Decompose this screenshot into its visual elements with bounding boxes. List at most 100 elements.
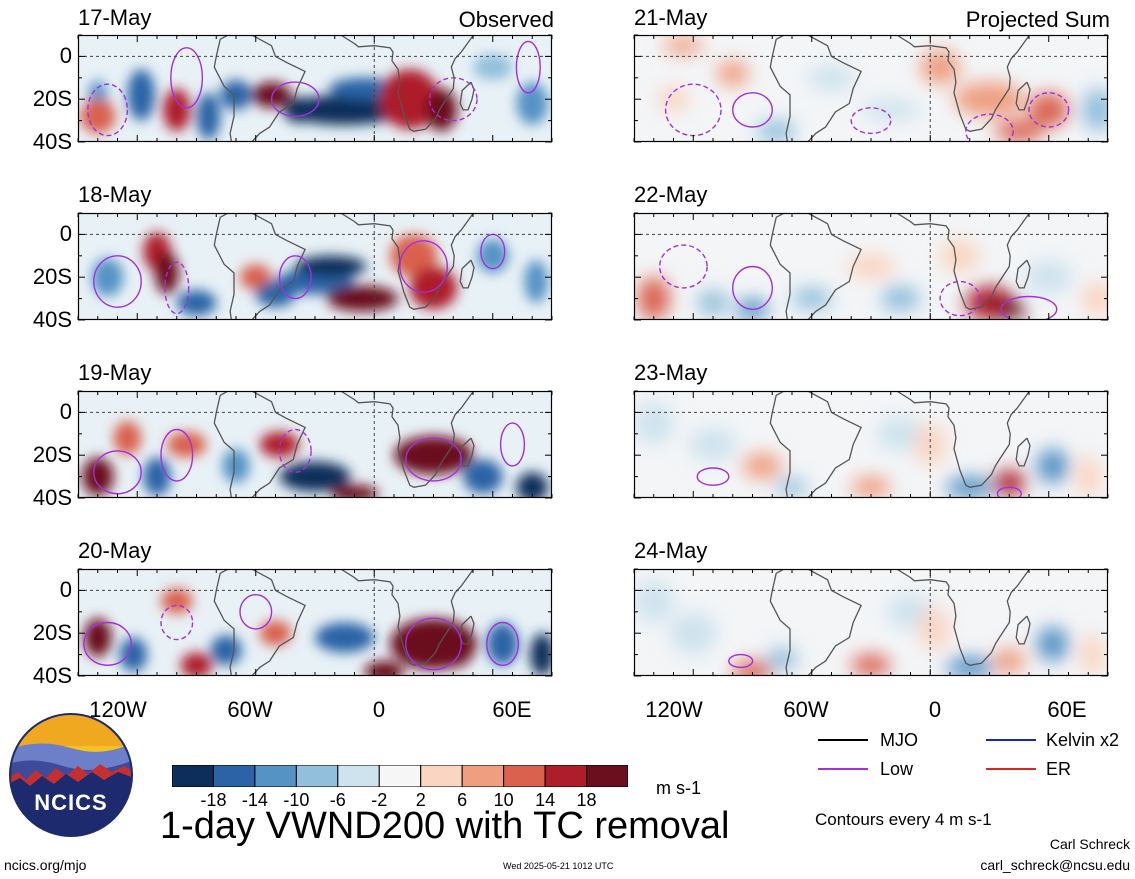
madagascar-outline	[459, 437, 475, 467]
footer-timestamp: Wed 2025-05-21 1012 UTC	[503, 861, 614, 871]
low-contour	[278, 255, 312, 300]
colorbar-label: -6	[329, 790, 346, 810]
anomaly-blob	[657, 86, 690, 112]
lat-tick-40s-row-1: 40S	[32, 129, 72, 154]
lat-tick-40s-row-4: 40S	[32, 663, 72, 688]
anomaly-blob	[113, 421, 142, 456]
anomaly-blob	[364, 661, 404, 676]
legend-er-line	[986, 768, 1036, 770]
legend-low-label: Low	[880, 759, 914, 779]
anomaly-blob	[638, 277, 670, 320]
panel-date-21-may: 21-May	[634, 5, 708, 30]
low-contour	[405, 617, 462, 671]
lon-tick-60w-left: 60W	[227, 697, 273, 722]
lat-tick-20s-row-4: 20S	[32, 620, 72, 646]
low-contour	[160, 604, 194, 641]
anomaly-blob	[1025, 260, 1073, 295]
anomaly-blob	[880, 285, 921, 312]
lon-tick-0-left: 0	[372, 697, 386, 722]
projected-label: Projected Sum	[965, 7, 1110, 32]
lat-tick-0-row-4: 0	[59, 577, 72, 603]
lon-tick-60e-right: 60E	[1047, 697, 1087, 722]
observed-label: Observed	[458, 7, 554, 32]
madagascar-outline	[1015, 81, 1031, 111]
low-contour	[270, 81, 320, 117]
low-contour	[93, 450, 142, 495]
colorbar-swatch	[337, 765, 380, 787]
colorbar-swatch	[586, 765, 628, 787]
anomaly-blob	[876, 416, 925, 451]
anomaly-blob	[946, 656, 994, 676]
anomaly-blob	[995, 120, 1043, 142]
anomaly-blob	[143, 457, 171, 496]
map-background	[78, 569, 552, 676]
south-america-outline	[213, 391, 306, 498]
low-contour	[278, 428, 312, 473]
colorbar-swatch	[172, 765, 214, 787]
anomaly-blob	[940, 238, 980, 273]
south-america-outline	[769, 213, 862, 320]
low-contour	[996, 486, 1022, 498]
madagascar-outline	[1015, 437, 1031, 467]
colorbar-swatch	[503, 765, 546, 787]
anomaly-blob	[220, 79, 252, 110]
anomaly-blob	[776, 478, 808, 496]
colorbar-label: 18	[576, 790, 597, 810]
colorbar-swatch	[420, 765, 463, 787]
low-contour	[965, 113, 1014, 142]
low-contour	[486, 621, 520, 666]
legend-er-label: ER	[1046, 759, 1072, 779]
anomaly-blob	[315, 622, 375, 653]
anomaly-blob	[851, 476, 891, 498]
legend-mjo-line	[818, 739, 868, 741]
projected-map-24-may	[633, 568, 1109, 677]
anomaly-blob	[766, 648, 798, 670]
chart-title: 1-day VWND200 with TC removal	[160, 805, 730, 847]
low-contour	[1028, 92, 1070, 128]
anomaly-blob	[993, 648, 1026, 674]
africa-outline	[896, 35, 1031, 132]
colorbar-swatch	[461, 765, 505, 787]
panel-date-23-may: 23-May	[634, 360, 708, 385]
low-contour	[659, 244, 708, 289]
ncics-logo-text: NCICS	[34, 790, 108, 815]
lon-tick-120w-right: 120W	[645, 697, 703, 722]
lat-tick-20s-row-3: 20S	[32, 442, 72, 468]
africa-outline	[340, 569, 475, 666]
panel-date-18-may: 18-May	[78, 182, 152, 207]
anomaly-blob	[380, 69, 440, 130]
lat-tick-40s-row-2: 40S	[32, 307, 72, 332]
observed-map-18-may	[77, 212, 553, 321]
anomaly-blob	[1029, 92, 1069, 127]
low-contour	[239, 593, 273, 630]
projected-map-22-may	[633, 212, 1109, 321]
observed-map-20-may	[77, 568, 553, 677]
lon-tick-60e-left: 60E	[492, 697, 532, 722]
low-contour	[731, 92, 773, 128]
anomaly-blob	[920, 50, 960, 85]
low-contour	[428, 77, 478, 122]
anomaly-blob	[851, 654, 891, 676]
colorbar-label: -14	[241, 790, 268, 810]
legend-low-line	[818, 768, 868, 770]
anomaly-blob	[163, 88, 191, 132]
legend-mjo-label: MJO	[880, 730, 918, 750]
anomaly-blob	[756, 120, 796, 142]
anomaly-blob	[1036, 626, 1069, 661]
colorbar-label: -18	[200, 790, 227, 810]
low-contour	[83, 621, 133, 666]
projected-map-21-may	[633, 34, 1109, 143]
anomaly-blob	[251, 82, 292, 108]
anomaly-blob	[279, 461, 351, 492]
south-america-outline	[769, 569, 862, 676]
anomaly-blob	[1082, 88, 1108, 132]
panel-date-19-may: 19-May	[78, 360, 152, 385]
colorbar	[172, 765, 628, 787]
anomaly-blob	[259, 620, 292, 646]
africa-outline	[340, 35, 475, 132]
anomaly-blob	[463, 459, 503, 494]
low-contour	[87, 83, 129, 137]
africa-outline	[340, 391, 475, 488]
low-contour	[728, 653, 754, 669]
anomaly-blob	[210, 635, 242, 666]
